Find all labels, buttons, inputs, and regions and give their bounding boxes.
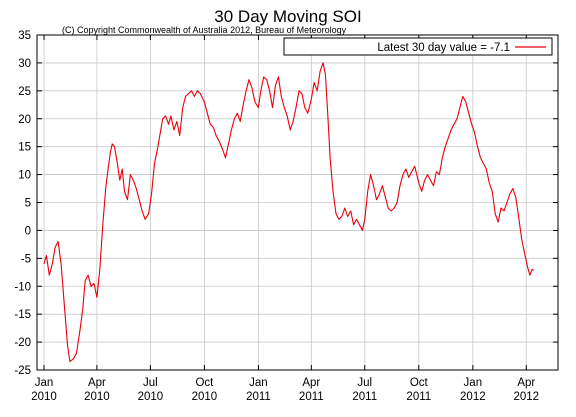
x-tick-label-year: 2010 bbox=[31, 391, 57, 403]
y-tick-label: -10 bbox=[14, 281, 31, 293]
x-tick-label-month: Apr bbox=[88, 377, 106, 389]
y-tick-label: -25 bbox=[14, 365, 31, 377]
y-tick-label: 25 bbox=[18, 86, 31, 98]
x-tick-label-month: Jul bbox=[357, 377, 372, 389]
x-tick-label-month: Jan bbox=[464, 377, 483, 389]
x-tick-label-year: 2010 bbox=[138, 391, 164, 403]
y-tick-label: 30 bbox=[18, 58, 31, 70]
y-tick-label: 35 bbox=[18, 30, 31, 42]
y-tick-label: -15 bbox=[14, 309, 31, 321]
legend-label: Latest 30 day value = -7.1 bbox=[377, 42, 510, 54]
x-tick-label-month: Apr bbox=[517, 377, 535, 389]
plot-frame bbox=[36, 34, 559, 371]
y-tick-label: 10 bbox=[18, 170, 31, 182]
x-tick-label-month: Apr bbox=[302, 377, 320, 389]
x-tick-label-year: 2012 bbox=[460, 391, 486, 403]
copyright-note: (C) Copyright Commonwealth of Australia … bbox=[62, 25, 347, 35]
x-tick-label-year: 2011 bbox=[352, 391, 377, 403]
y-tick-label: 0 bbox=[25, 225, 31, 237]
y-tick-label: 20 bbox=[18, 114, 31, 126]
y-tick-label: -20 bbox=[14, 337, 31, 349]
soi-series-line bbox=[43, 62, 535, 363]
y-tick-label: 15 bbox=[18, 142, 31, 154]
x-tick-label-month: Jan bbox=[35, 377, 54, 389]
legend: Latest 30 day value = -7.1 bbox=[283, 37, 553, 56]
y-tick-label: 5 bbox=[25, 198, 31, 210]
x-tick-label-year: 2010 bbox=[192, 391, 218, 403]
series-line-group bbox=[43, 62, 535, 363]
x-tick-label-year: 2011 bbox=[299, 391, 324, 403]
x-tick-label-month: Jan bbox=[249, 377, 268, 389]
x-axis: Jan 2010 Apr 2010 Jul 2010 Oct 2010 Jan 2011 Apr 20… bbox=[31, 35, 539, 403]
legend-box bbox=[283, 37, 553, 56]
x-tick-label-year: 2010 bbox=[84, 391, 110, 403]
x-tick-label-year: 2011 bbox=[246, 391, 271, 403]
x-tick-label-month: Oct bbox=[195, 377, 214, 389]
x-tick-label-year: 2012 bbox=[513, 391, 539, 403]
x-tick-label-year: 2011 bbox=[406, 391, 431, 403]
x-tick-label-month: Oct bbox=[410, 377, 429, 389]
x-tick-label-month: Jul bbox=[143, 377, 158, 389]
y-tick-label: -5 bbox=[21, 253, 31, 265]
chart-title: 30 Day Moving SOI bbox=[214, 7, 361, 26]
